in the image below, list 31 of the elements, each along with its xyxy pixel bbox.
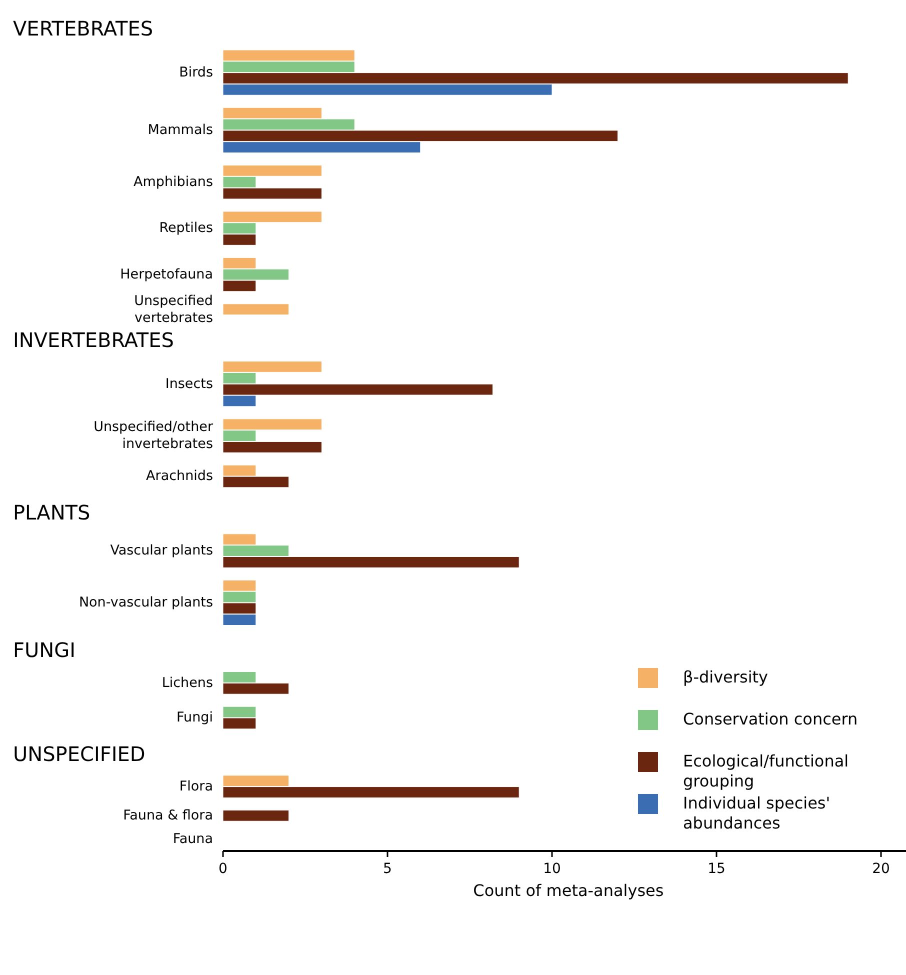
y-tick-label: Amphibians [134, 174, 213, 190]
y-tick-label: Fauna [172, 830, 213, 847]
legend-label: Individual species' abundances [683, 793, 830, 832]
y-tick-label: Herpetofauna [120, 266, 213, 282]
y-tick-label: Unspecified/other invertebrates [94, 419, 214, 452]
y-tick-label: Reptiles [159, 220, 213, 236]
x-tick-label: 5 [383, 861, 392, 877]
legend-label: β-diversity [683, 667, 768, 686]
x-axis-title: Count of meta-analyses [473, 881, 664, 900]
text: PLANTS [13, 500, 90, 524]
y-tick-label: Non-vascular plants [78, 594, 213, 611]
text: INVERTEBRATES [13, 328, 174, 352]
y-tick-label: Flora [179, 778, 213, 794]
y-tick-label: Unspecified vertebrates [134, 292, 213, 326]
x-tick-label: 20 [872, 861, 890, 877]
legend-label: Conservation concern [683, 709, 858, 728]
y-tick-label: Insects [165, 376, 213, 392]
y-tick-label: Vascular plants [110, 542, 213, 559]
y-tick-label: Fungi [176, 710, 213, 726]
text: FUNGI [13, 638, 76, 662]
text: VERTEBRATES [13, 16, 154, 40]
legend-label: Ecological/functional grouping [683, 751, 849, 790]
text: UNSPECIFIED [13, 742, 146, 766]
y-tick-label: Arachnids [146, 468, 213, 484]
y-tick-label: Birds [179, 64, 213, 81]
y-tick-label: Lichens [162, 674, 213, 691]
x-tick-label: 0 [218, 861, 228, 877]
x-tick-label: 10 [543, 861, 561, 877]
y-tick-label: Mammals [148, 122, 213, 138]
x-tick-label: 15 [708, 861, 726, 877]
y-tick-label: Fauna & flora [123, 808, 213, 824]
